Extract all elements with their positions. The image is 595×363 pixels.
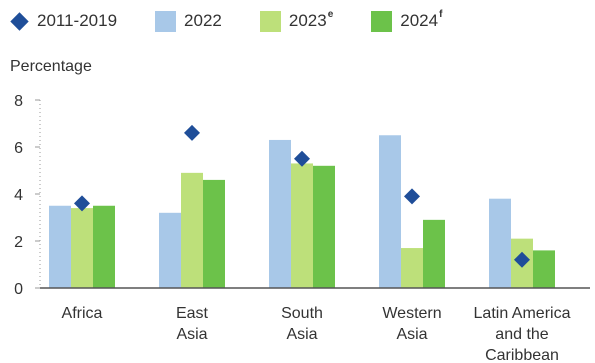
legend-swatch — [155, 10, 177, 32]
legend-item-2023: 2023 e — [259, 8, 334, 32]
x-category-label: Latin America — [474, 305, 571, 322]
bar-2023e-0 — [71, 208, 93, 288]
legend-superscript: e — [327, 8, 334, 20]
legend-label: 2022 — [184, 11, 222, 30]
chart-legend: 2011-2019 2022 2023 e 2024 f — [8, 9, 480, 33]
x-category-label: Africa — [62, 305, 103, 322]
bar-2022-3 — [379, 135, 401, 288]
legend-label: 2023 — [288, 11, 327, 30]
bar-2022-4 — [489, 198, 511, 288]
bar-2024f-4 — [533, 250, 555, 288]
x-category-label: Western — [382, 305, 441, 322]
x-category-label: and the — [495, 326, 548, 343]
marker-2011-2019-2 — [294, 150, 310, 167]
y-tick-label: 2 — [14, 234, 23, 251]
bar-2022-0 — [49, 205, 71, 288]
bar-2024f-1 — [203, 179, 225, 288]
y-tick-label: 4 — [14, 187, 23, 204]
bar-2022-1 — [159, 212, 181, 288]
legend-swatch — [259, 10, 281, 32]
marker-2011-2019-4 — [514, 251, 530, 268]
legend-item-2022: 2022 — [155, 10, 222, 32]
legend-item-2024: 2024 f — [371, 8, 443, 32]
bar-2022-2 — [269, 139, 291, 288]
legend-swatch — [371, 10, 393, 32]
x-category-label: South — [281, 305, 323, 322]
x-category-label: Asia — [176, 326, 207, 343]
bar-2023e-2 — [291, 163, 313, 288]
x-category-label: Asia — [286, 326, 317, 343]
bar-2024f-2 — [313, 165, 335, 288]
bar-2023e-3 — [401, 248, 423, 288]
bar-2023e-1 — [181, 172, 203, 288]
x-category-label: Asia — [396, 326, 427, 343]
bar-2024f-0 — [93, 205, 115, 288]
marker-2011-2019-1 — [184, 124, 200, 141]
y-tick-label: 6 — [14, 140, 23, 157]
legend-label: 2024 — [400, 11, 439, 30]
legend-item-2011-2019: 2011-2019 — [8, 11, 117, 31]
marker-2011-2019-3 — [404, 188, 420, 205]
legend-label: 2011-2019 — [37, 11, 118, 30]
y-axis-title: Percentage — [10, 58, 92, 75]
x-category-label: East — [176, 305, 209, 322]
marker-2011-2019-0 — [74, 195, 90, 212]
x-category-label: Caribbean — [485, 347, 559, 363]
bar-2024f-3 — [423, 219, 445, 288]
legend-superscript: f — [439, 8, 443, 20]
y-tick-label: 0 — [14, 281, 23, 298]
y-tick-label: 8 — [14, 93, 23, 110]
